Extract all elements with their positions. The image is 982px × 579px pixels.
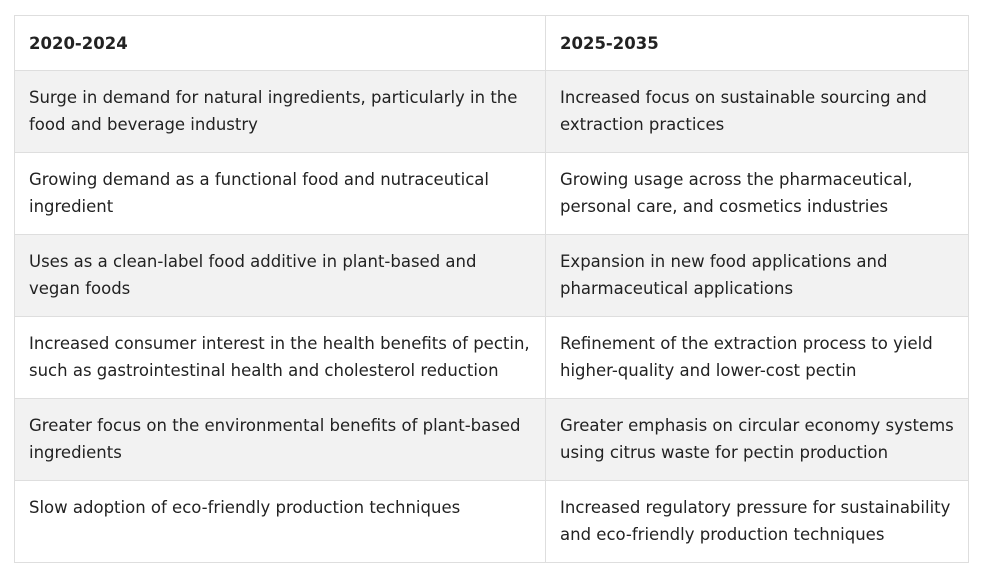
table-cell: Greater focus on the environmental benef… bbox=[14, 398, 546, 481]
table-cell: Expansion in new food applications and p… bbox=[545, 234, 969, 317]
table-cell: Refinement of the extraction process to … bbox=[545, 316, 969, 399]
table-row: Growing demand as a functional food and … bbox=[14, 152, 969, 235]
table-row: Increased consumer interest in the healt… bbox=[14, 316, 969, 399]
table-cell: Increased consumer interest in the healt… bbox=[14, 316, 546, 399]
table-cell: Growing demand as a functional food and … bbox=[14, 152, 546, 235]
table-cell: Increased focus on sustainable sourcing … bbox=[545, 70, 969, 153]
table-cell: Greater emphasis on circular economy sys… bbox=[545, 398, 969, 481]
table-cell: Slow adoption of eco-friendly production… bbox=[14, 480, 546, 563]
column-header-2020-2024: 2020-2024 bbox=[14, 15, 546, 71]
comparison-table-container: 2020-2024 2025-2035 Surge in demand for … bbox=[14, 15, 969, 563]
table-header-row: 2020-2024 2025-2035 bbox=[14, 15, 969, 71]
table-row: Slow adoption of eco-friendly production… bbox=[14, 480, 969, 563]
table-row: Greater focus on the environmental benef… bbox=[14, 398, 969, 481]
comparison-table: 2020-2024 2025-2035 Surge in demand for … bbox=[14, 15, 969, 563]
table-cell: Increased regulatory pressure for sustai… bbox=[545, 480, 969, 563]
table-row: Surge in demand for natural ingredients,… bbox=[14, 70, 969, 153]
table-cell: Uses as a clean-label food additive in p… bbox=[14, 234, 546, 317]
table-cell: Surge in demand for natural ingredients,… bbox=[14, 70, 546, 153]
table-cell: Growing usage across the pharmaceutical,… bbox=[545, 152, 969, 235]
column-header-2025-2035: 2025-2035 bbox=[545, 15, 969, 71]
table-row: Uses as a clean-label food additive in p… bbox=[14, 234, 969, 317]
